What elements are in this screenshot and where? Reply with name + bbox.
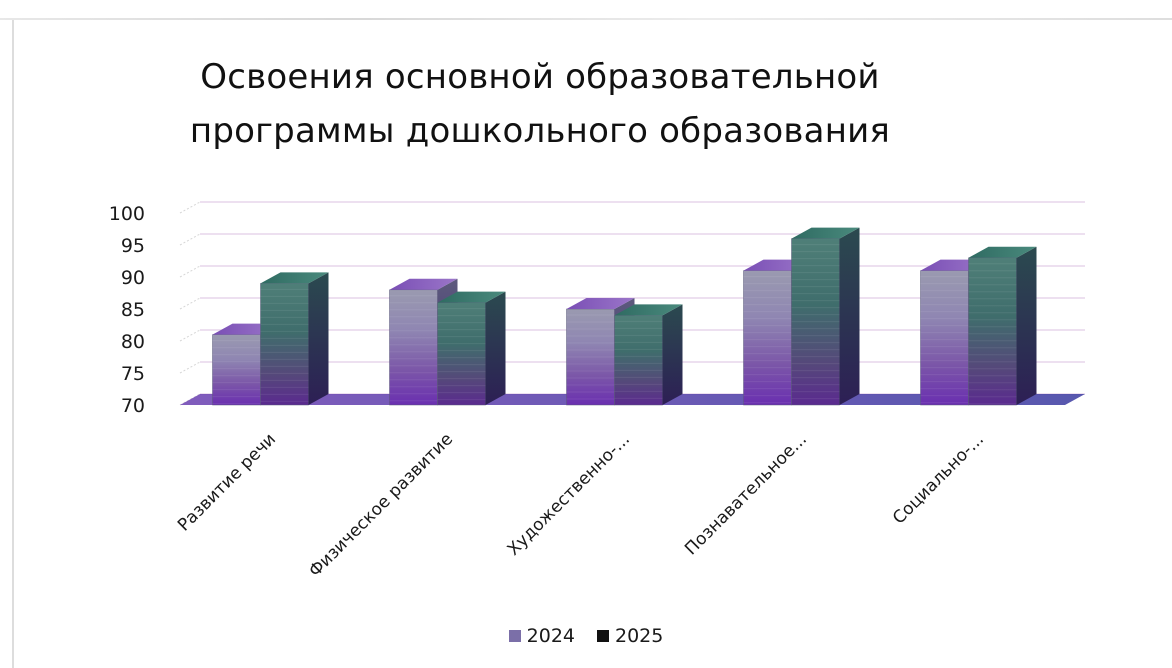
gridline-depth-90 xyxy=(179,265,201,278)
y-tick-label-70: 70 xyxy=(121,395,145,417)
bar-top-2024-1 xyxy=(389,278,458,290)
bar-side-2025-3 xyxy=(839,227,860,405)
bar-top-2025-4 xyxy=(968,246,1037,258)
bar-2025-1 xyxy=(437,291,506,406)
y-tick-label-80: 80 xyxy=(121,331,145,353)
chart-title: Освоения основной образовательной програ… xyxy=(130,50,950,158)
scan-border-left xyxy=(12,20,14,668)
x-category-label-4: Социально-... xyxy=(889,429,988,528)
x-category-label-0: Развитие речи xyxy=(174,429,280,535)
bar-side-2025-4 xyxy=(1016,246,1037,405)
legend-item-2024: 2024 xyxy=(508,625,575,647)
gridline-depth-95 xyxy=(179,233,201,246)
y-tick-label-90: 90 xyxy=(121,267,145,289)
y-tick-label-75: 75 xyxy=(121,363,145,385)
bar-front-2024-0 xyxy=(212,334,261,406)
bar-front-2025-2 xyxy=(614,315,663,406)
bar-front-2024-1 xyxy=(389,289,438,406)
bar-top-2025-0 xyxy=(260,272,329,284)
bar-top-2025-3 xyxy=(791,227,860,239)
bar-front-2025-0 xyxy=(260,283,309,406)
legend-label-2025: 2025 xyxy=(615,625,664,647)
legend-item-2025: 2025 xyxy=(597,625,663,647)
bar-front-2025-3 xyxy=(791,238,840,406)
gridline-depth-80 xyxy=(179,329,201,342)
bar-top-2025-2 xyxy=(614,304,683,316)
bar-front-2024-3 xyxy=(743,270,792,406)
bar-2025-3 xyxy=(791,227,860,406)
bar-2025-0 xyxy=(260,272,329,406)
gridline-depth-75 xyxy=(179,361,201,374)
y-tick-label-95: 95 xyxy=(121,235,145,257)
legend-swatch-2024 xyxy=(508,630,521,642)
bar-side-2025-1 xyxy=(485,291,506,405)
chart-title-line-1: Освоения основной образовательной xyxy=(200,57,880,97)
x-category-label-2: Художественно-... xyxy=(504,429,634,559)
bar-front-2025-4 xyxy=(968,257,1017,406)
bar-top-2025-1 xyxy=(437,291,506,303)
bar-top-2024-2 xyxy=(566,298,635,309)
bar-2025-4 xyxy=(968,246,1037,406)
x-category-label-1: Физическое развитие xyxy=(305,429,457,581)
chart-legend: 2024 2025 xyxy=(0,625,1172,647)
gridline-depth-85 xyxy=(179,297,201,310)
scan-border-top xyxy=(0,18,1172,20)
bar-side-2025-0 xyxy=(308,272,329,405)
bar-2025-2 xyxy=(614,304,683,406)
y-tick-label-85: 85 xyxy=(121,299,145,321)
bar-front-2024-4 xyxy=(920,270,969,406)
gridline-depth-100 xyxy=(179,201,201,214)
x-category-label-3: Познавательное... xyxy=(681,429,811,559)
legend-label-2024: 2024 xyxy=(526,625,575,647)
y-tick-label-100: 100 xyxy=(109,203,145,225)
bar-side-2025-2 xyxy=(662,304,683,405)
legend-swatch-2025 xyxy=(597,630,609,642)
chart-title-line-2: программы дошкольного образования xyxy=(189,111,891,151)
bar-front-2025-1 xyxy=(437,302,486,406)
